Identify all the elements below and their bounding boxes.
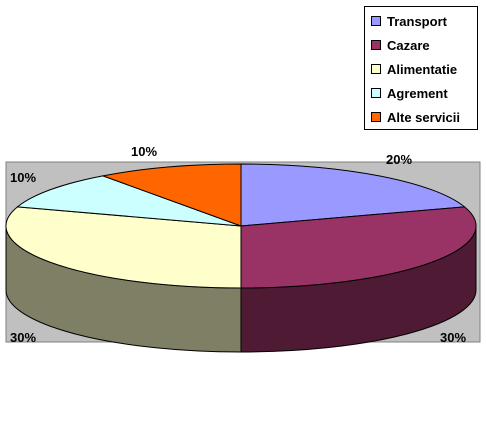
legend-swatch-alte-servicii [371,112,381,122]
legend-item-alimentatie: Alimentatie [371,60,457,78]
legend-item-transport: Transport [371,12,447,30]
legend-label-alimentatie: Alimentatie [387,61,458,77]
legend-label-alte-servicii: Alte servicii [387,109,460,125]
data-label-cazare: 30% [440,330,467,345]
legend-label-cazare: Cazare [387,37,430,53]
legend-item-alte-servicii: Alte servicii [371,108,460,126]
pie-slice-alimentatie [5,206,242,289]
data-label-agrement: 10% [10,170,37,185]
legend-label-transport: Transport [387,13,447,29]
data-label-transport: 20% [386,152,413,167]
legend: Transport Cazare Alimentatie Agrement Al… [364,6,478,130]
data-label-alte-servicii: 10% [131,144,158,159]
legend-swatch-alimentatie [371,64,381,74]
pie-slice-cazare [240,206,477,289]
legend-swatch-agrement [371,88,381,98]
pie-slice-agrement [16,175,242,227]
data-label-alimentatie: 30% [10,330,37,345]
pie-slice-alte-servicii [100,163,242,227]
legend-label-agrement: Agrement [387,85,448,101]
legend-swatch-transport [371,16,381,26]
legend-swatch-cazare [371,40,381,50]
legend-item-cazare: Cazare [371,36,430,54]
pie-slice-transport [240,163,466,227]
legend-item-agrement: Agrement [371,84,448,102]
